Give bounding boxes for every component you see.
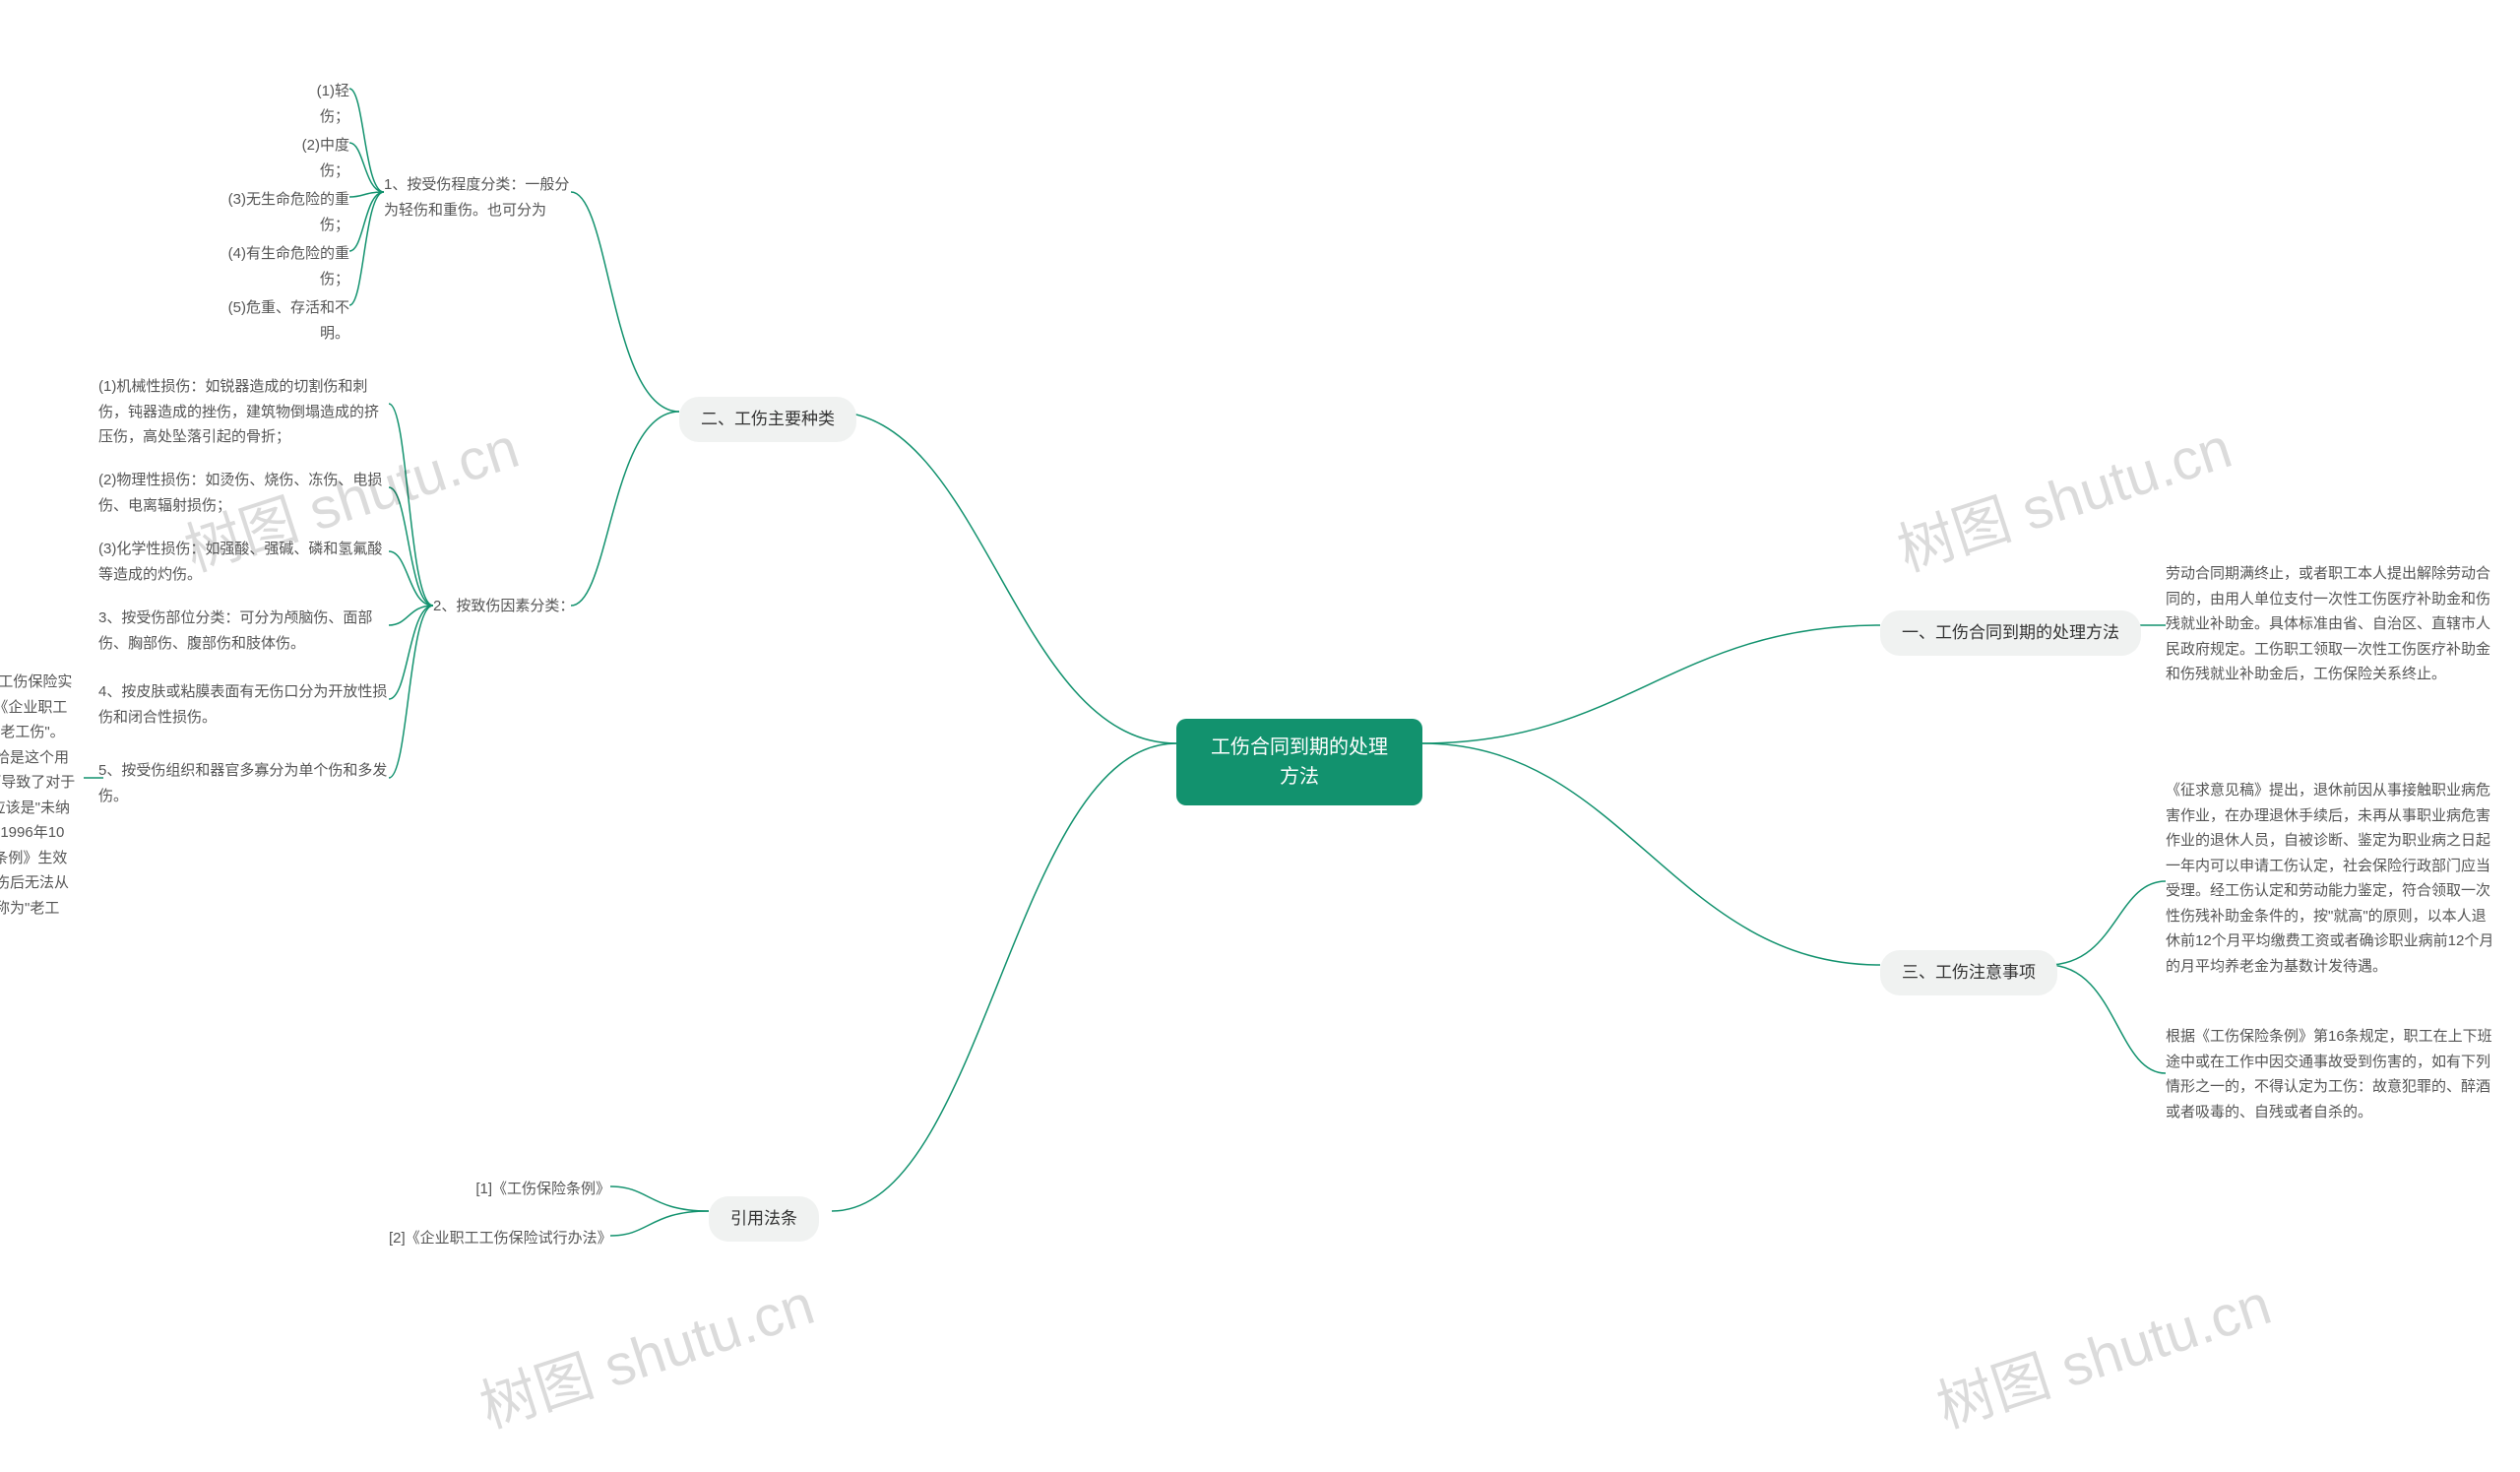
branch-3-leaf-2: 根据《工伤保险条例》第16条规定，职工在上下班途中或在工作中因交通事故受到伤害的… (2166, 1024, 2500, 1124)
branch-1-leaf: 劳动合同期满终止，或者职工本人提出解除劳动合同的，由用人单位支付一次性工伤医疗补… (2166, 561, 2500, 687)
watermark: 树图 shutu.cn (1886, 402, 2240, 587)
branch-4-leaf-1: [1]《工伤保险条例》 (463, 1177, 610, 1202)
branch-2-sub1-i4: (4)有生命危险的重伤； (207, 241, 349, 291)
branch-3-leaf-1: 《征求意见稿》提出，退休前因从事接触职业病危害作业，在办理退休手续后，未再从事职… (2166, 778, 2500, 979)
branch-2-sub1: 1、按受伤程度分类：一般分为轻伤和重伤。也可分为 (384, 172, 581, 223)
watermark: 树图 shutu.cn (1925, 1258, 2280, 1443)
root-node[interactable]: 工伤合同到期的处理方法 (1176, 719, 1422, 805)
branch-2-sub2: 2、按致伤因素分类： (433, 594, 574, 619)
branch-2[interactable]: 二、工伤主要种类 (679, 397, 856, 442)
branch-2-sub2-i2: (2)物理性损伤：如烫伤、烧伤、冻伤、电损伤、电离辐射损伤； (98, 468, 389, 518)
branch-4-leaf-2: [2]《企业职工工伤保险试行办法》 (389, 1226, 610, 1251)
branch-2-sub1-i5: (5)危重、存活和不明。 (207, 295, 349, 346)
branch-2-sub2-i3: (3)化学性损伤：如强酸、强碱、磷和氢氟酸等造成的灼伤。 (98, 537, 389, 587)
branch-2-sub5-detail: 至2012年，老工伤缺乏准确的概念定义，在工伤保险实务中，一般理解是将发生在19… (0, 670, 79, 946)
branch-2-sub3: 3、按受伤部位分类：可分为颅脑伤、面部伤、胸部伤、腹部伤和肢体伤。 (98, 606, 389, 656)
branch-2-sub5: 5、按受伤组织和器官多寡分为单个伤和多发伤。 (98, 758, 389, 808)
branch-2-sub4: 4、按皮肤或粘膜表面有无伤口分为开放性损伤和闭合性损伤。 (98, 679, 389, 730)
branch-1[interactable]: 一、工伤合同到期的处理方法 (1880, 610, 2141, 656)
branch-4[interactable]: 引用法条 (709, 1196, 819, 1242)
branch-2-sub1-i2: (2)中度伤； (276, 133, 349, 183)
branch-2-sub1-i3: (3)无生命危险的重伤； (207, 187, 349, 237)
watermark: 树图 shutu.cn (469, 1258, 823, 1443)
branch-3[interactable]: 三、工伤注意事项 (1880, 950, 2057, 995)
branch-2-sub2-i1: (1)机械性损伤：如锐器造成的切割伤和刺伤，钝器造成的挫伤，建筑物倒塌造成的挤压… (98, 374, 389, 450)
branch-2-sub1-i1: (1)轻伤； (290, 79, 349, 129)
